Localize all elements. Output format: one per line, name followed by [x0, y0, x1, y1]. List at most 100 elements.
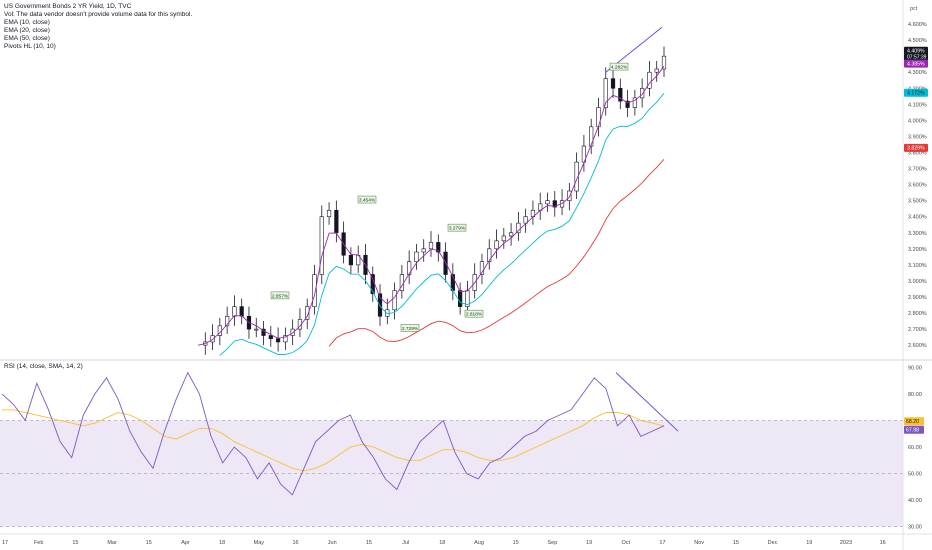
pivot-label: 2.818%	[466, 312, 483, 318]
price-tick-label: 2.700%	[908, 327, 927, 333]
price-tick-label: 3.400%	[908, 215, 927, 221]
price-tick-label: 4.500%	[908, 38, 927, 44]
candle-body	[239, 306, 244, 317]
candle-body	[232, 306, 237, 317]
pivot-label-box	[357, 195, 377, 204]
candle-body	[414, 251, 419, 262]
time-tick-label: 15	[513, 540, 519, 546]
candle-body	[567, 190, 572, 201]
time-tick-label: 15	[72, 540, 78, 546]
candle-body	[428, 242, 434, 250]
time-tick-label: Nov	[694, 540, 704, 546]
time-tick-label: 15	[733, 540, 739, 546]
candle-body	[640, 87, 645, 99]
candle-body	[487, 248, 492, 262]
time-tick-label: 15	[366, 540, 372, 546]
rsi-tick-label: 50.00	[908, 472, 922, 478]
time-tick-label: 16	[880, 540, 886, 546]
rsi-tick-label: 60.00	[908, 445, 922, 451]
rsi-tick-label: 30.00	[908, 525, 922, 531]
candle-body	[508, 232, 514, 237]
time-tick-label: 18	[219, 540, 225, 546]
time-tick-label: 18	[439, 540, 445, 546]
price-label-text: 4.409%	[907, 49, 925, 55]
pivot-label-box	[447, 223, 467, 232]
legend-ema10[interactable]: EMA (10, close)	[4, 19, 50, 26]
price-tick-label: 3.900%	[908, 134, 927, 140]
pivot-label-box	[464, 309, 484, 318]
candle-body	[275, 338, 281, 343]
candles	[203, 46, 667, 355]
time-tick-label: Oct	[622, 540, 631, 546]
price-tick-label: 4.000%	[908, 118, 927, 124]
price-tick-label: 4.100%	[908, 102, 927, 108]
candle-body	[334, 209, 339, 234]
candle-body	[392, 290, 397, 311]
candle-body	[610, 78, 616, 89]
price-label-ema50	[904, 143, 928, 152]
time-tick-label: Feb	[34, 540, 43, 546]
pivot-label: 2.729%	[402, 326, 419, 332]
ema10-line	[197, 65, 665, 346]
candle-body	[319, 216, 324, 275]
candle-body	[479, 261, 485, 275]
price-tick-label: 4.300%	[908, 70, 927, 76]
price-tick-label: 3.700%	[908, 167, 927, 173]
legend-ema50[interactable]: EMA (50, close)	[4, 35, 50, 42]
time-tick-label: Apr	[181, 540, 190, 546]
price-tick-label: 2.800%	[908, 311, 927, 317]
rsi-trendline[interactable]	[615, 372, 679, 432]
price-tick-label: 3.200%	[908, 247, 927, 253]
price-label-text: 3.829%	[907, 146, 925, 152]
time-tick-label: Jun	[328, 540, 337, 546]
candle-body	[654, 68, 659, 73]
pivot-label: 3.454%	[359, 198, 376, 204]
rsi-value-text: 68.20	[906, 419, 919, 425]
rsi-tick-label: 80.00	[908, 392, 922, 398]
rsi-value-text: 67.98	[906, 428, 919, 434]
candle-body	[283, 335, 288, 343]
candle-body	[545, 200, 550, 205]
price-tick-label: 3.500%	[908, 199, 927, 205]
price-unit-label: pct	[910, 6, 918, 12]
time-tick-label: 17	[2, 540, 8, 546]
candle-body	[305, 306, 310, 320]
price-pane[interactable]: 2.857% 3.454% 2.729% 3.279% 2.818% 4.282%	[197, 26, 667, 356]
ema50-line	[328, 158, 665, 347]
symbol-title[interactable]: US Government Bonds 2 YR Yield, 1D, TVC	[4, 3, 132, 10]
candle-body	[516, 222, 521, 234]
price-tick-label: 3.800%	[908, 150, 927, 156]
ema20-line	[219, 93, 665, 356]
price-label-countdown: 07:57:39	[907, 55, 927, 61]
rsi-pane[interactable]	[0, 371, 903, 527]
price-label-text: 4.172%	[907, 91, 925, 97]
rsi-line	[1, 371, 665, 496]
price-label-ema10	[904, 59, 928, 68]
candle-body	[501, 235, 506, 242]
legend-ema20[interactable]: EMA (20, close)	[4, 27, 50, 34]
candle-body	[268, 335, 273, 340]
candle-body	[589, 126, 594, 147]
legend-pivots[interactable]: Pivots HL (10, 10)	[4, 43, 56, 50]
pivot-label-box	[609, 62, 629, 71]
pivot-label: 4.282%	[611, 65, 628, 71]
candle-body	[377, 293, 383, 317]
time-tick-label: May	[254, 540, 265, 546]
time-tick-label: Mar	[107, 540, 117, 546]
candle-body	[225, 315, 230, 327]
price-tick-label: 2.900%	[908, 295, 927, 301]
candle-body	[632, 97, 637, 108]
price-label-last	[904, 46, 928, 61]
price-label-text: 4.385%	[907, 61, 925, 67]
time-tick-label: Jul	[402, 540, 409, 546]
candle-body	[661, 55, 667, 70]
candle-body	[261, 328, 266, 336]
pivot-label-box	[270, 291, 290, 300]
candle-body	[596, 107, 601, 128]
price-tick-label: 2.600%	[908, 343, 927, 349]
time-tick-label: 19	[586, 540, 592, 546]
rsi-legend[interactable]: RSI (14, close, SMA, 14, 2)	[4, 363, 83, 370]
rsi-ma-line	[2, 409, 665, 472]
candle-body	[326, 209, 332, 218]
